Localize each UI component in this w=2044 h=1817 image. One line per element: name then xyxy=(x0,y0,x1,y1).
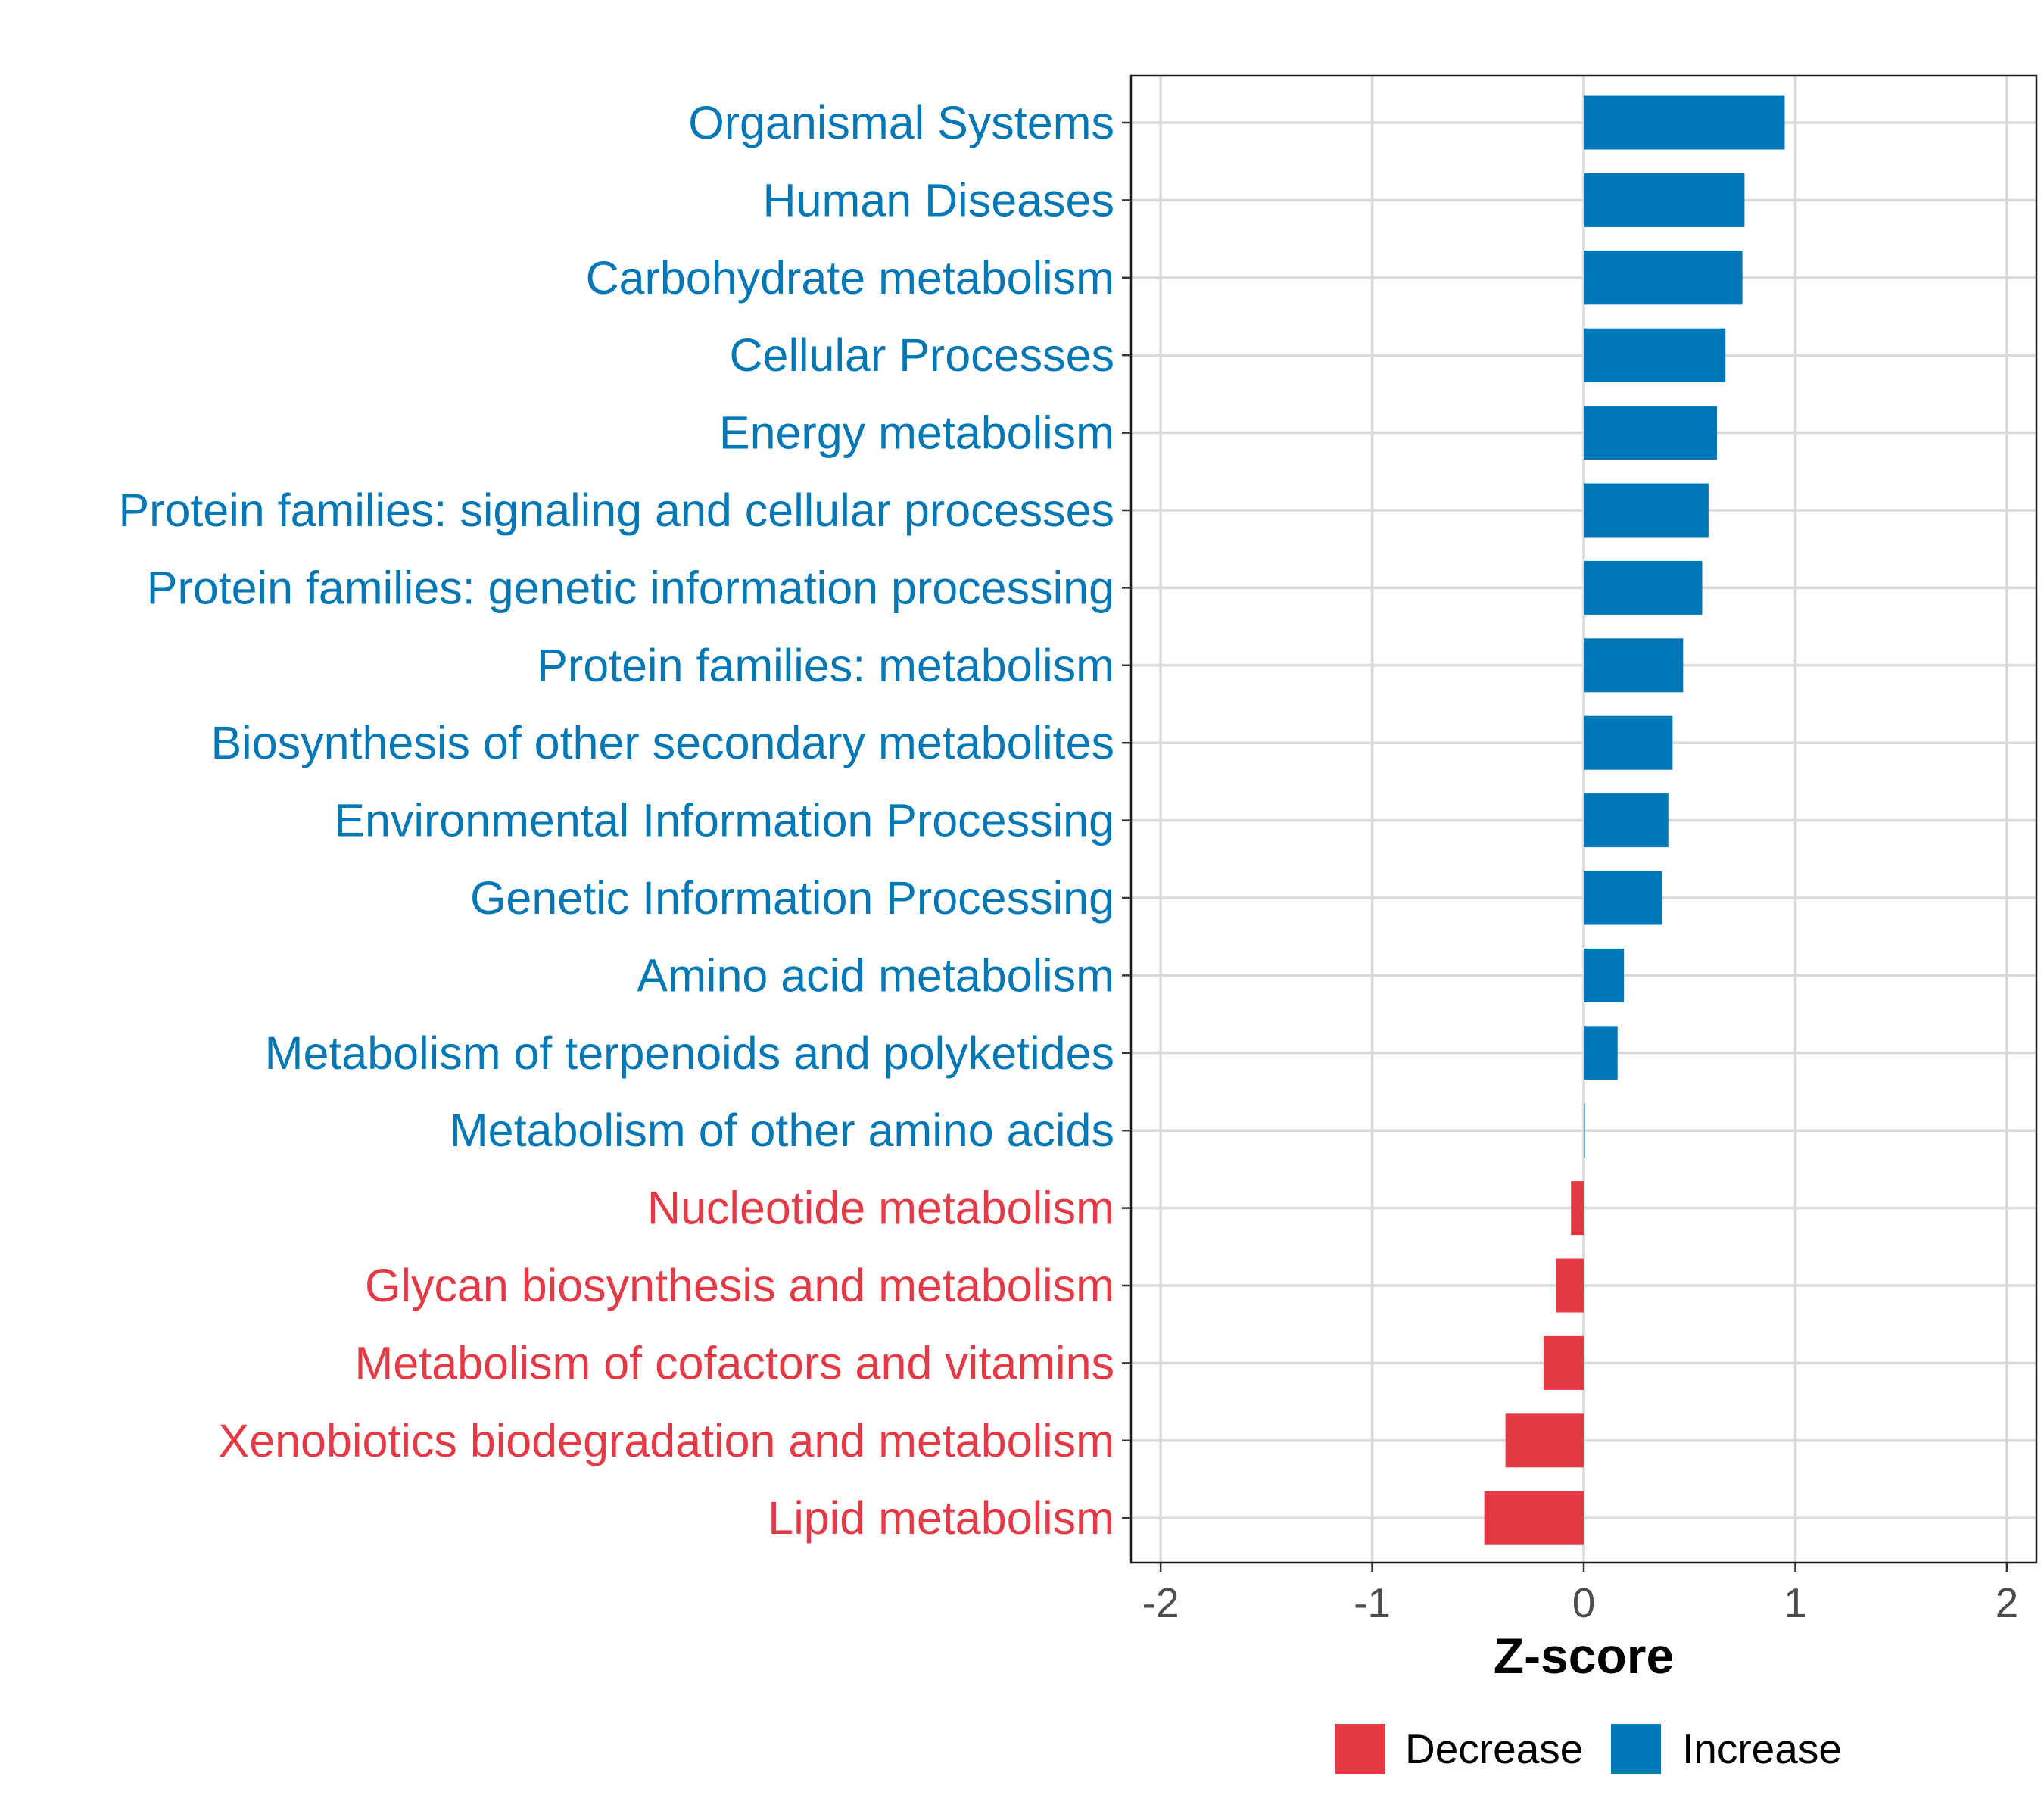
category-label-amino-acid-metabolism: Amino acid metabolism xyxy=(637,949,1114,1001)
bar-organismal-systems xyxy=(1584,95,1785,150)
bar-lipid-metabolism xyxy=(1484,1491,1584,1545)
category-label-cellular-processes: Cellular Processes xyxy=(729,329,1114,381)
category-label-xenobiotics-biodegradation-and-metabolism: Xenobiotics biodegradation and metabolis… xyxy=(219,1415,1114,1466)
x-axis-tick-labels: -2 -1 0 1 2 xyxy=(1142,1579,2019,1626)
x-axis-title: Z-score xyxy=(1494,1628,1674,1684)
bar-energy-metabolism xyxy=(1584,406,1718,460)
category-label-glycan-biosynthesis-and-metabolism: Glycan biosynthesis and metabolism xyxy=(365,1260,1114,1311)
category-label-protein-families-signaling-and-cellular-processes: Protein families: signaling and cellular… xyxy=(118,485,1114,536)
x-tick-label-2: 2 xyxy=(1996,1579,2019,1626)
category-label-biosynthesis-of-other-secondary-metabolites: Biosynthesis of other secondary metaboli… xyxy=(210,717,1114,768)
category-label-metabolism-of-other-amino-acids: Metabolism of other amino acids xyxy=(450,1105,1114,1156)
legend-swatch-increase xyxy=(1611,1724,1661,1774)
legend-label-decrease: Decrease xyxy=(1405,1725,1583,1772)
bar-human-diseases xyxy=(1584,173,1745,227)
bar-metabolism-of-other-amino-acids xyxy=(1584,1103,1585,1158)
legend-swatch-decrease xyxy=(1335,1724,1385,1774)
category-label-protein-families-genetic-information-processing: Protein families: genetic information pr… xyxy=(147,562,1114,613)
category-label-energy-metabolism: Energy metabolism xyxy=(719,407,1114,459)
bar-protein-families-genetic-information-processing xyxy=(1584,560,1703,615)
bar-amino-acid-metabolism xyxy=(1584,948,1625,1002)
bar-biosynthesis-of-other-secondary-metabolites xyxy=(1584,715,1673,770)
category-label-human-diseases: Human Diseases xyxy=(763,174,1114,226)
category-label-carbohydrate-metabolism: Carbohydrate metabolism xyxy=(586,252,1114,304)
legend-label-increase: Increase xyxy=(1682,1725,1842,1772)
bar-nucleotide-metabolism xyxy=(1571,1181,1584,1236)
category-label-genetic-information-processing: Genetic Information Processing xyxy=(470,872,1114,924)
category-label-organismal-systems: Organismal Systems xyxy=(688,97,1114,148)
bar-protein-families-signaling-and-cellular-processes xyxy=(1584,483,1709,538)
y-axis-ticks xyxy=(1122,121,1131,1519)
bar-environmental-information-processing xyxy=(1584,793,1669,848)
bar-metabolism-of-cofactors-and-vitamins xyxy=(1543,1335,1584,1390)
bar-cellular-processes xyxy=(1584,328,1726,382)
bar-glycan-biosynthesis-and-metabolism xyxy=(1556,1258,1584,1313)
x-tick-label-2: -2 xyxy=(1142,1579,1179,1626)
bar-protein-families-metabolism xyxy=(1584,638,1684,693)
category-label-environmental-information-processing: Environmental Information Processing xyxy=(334,795,1114,846)
bar-carbohydrate-metabolism xyxy=(1584,251,1743,305)
x-axis-ticks xyxy=(1159,1563,2008,1572)
category-label-metabolism-of-cofactors-and-vitamins: Metabolism of cofactors and vitamins xyxy=(354,1337,1114,1388)
x-tick-label-1: 1 xyxy=(1784,1579,1807,1626)
category-label-nucleotide-metabolism: Nucleotide metabolism xyxy=(647,1183,1114,1234)
category-label-protein-families-metabolism: Protein families: metabolism xyxy=(537,640,1114,691)
bar-metabolism-of-terpenoids-and-polyketides xyxy=(1584,1026,1618,1080)
y-axis-category-labels: Organismal Systems Human Diseases Carbohyd… xyxy=(118,97,1114,1544)
bar-xenobiotics-biodegradation-and-metabolism xyxy=(1505,1413,1584,1468)
category-label-metabolism-of-terpenoids-and-polyketides: Metabolism of terpenoids and polyketides xyxy=(265,1027,1114,1079)
category-label-lipid-metabolism: Lipid metabolism xyxy=(768,1492,1114,1544)
x-tick-label-1: -1 xyxy=(1354,1579,1391,1626)
bars xyxy=(1484,95,1785,1545)
x-tick-label-0: 0 xyxy=(1572,1579,1596,1626)
bar-genetic-information-processing xyxy=(1584,871,1662,925)
legend: Decrease Increase xyxy=(1335,1724,1842,1774)
